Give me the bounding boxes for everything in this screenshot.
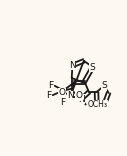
Text: F: F [47,91,52,100]
Text: N: N [67,91,74,100]
Text: S: S [101,81,107,90]
Text: F: F [49,81,54,90]
Text: N: N [69,61,76,70]
Text: S: S [90,63,96,72]
Text: N: N [78,95,85,104]
Text: O: O [59,88,66,97]
Text: O: O [75,91,82,100]
Text: OCH₃: OCH₃ [88,100,108,109]
Text: F: F [60,98,65,107]
